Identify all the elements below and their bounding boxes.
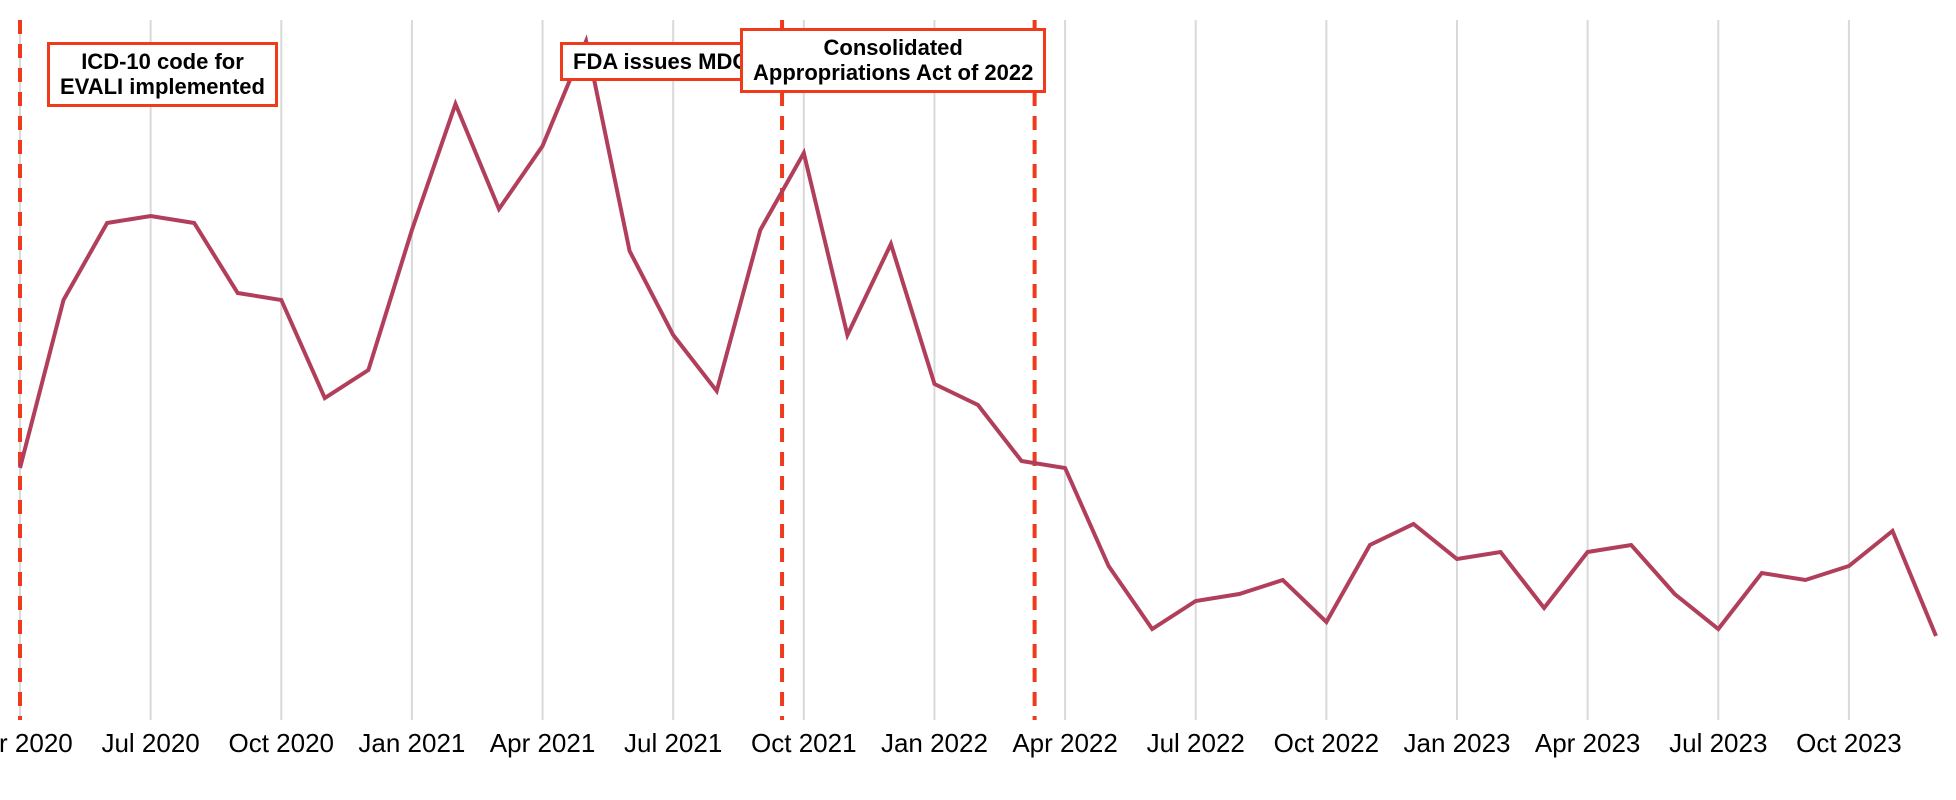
x-tick-label: Apr 2021	[490, 728, 596, 758]
chart-svg: Apr 2020 Jul 2020 Oct 2020 Jan 2021 Apr 2021…	[0, 0, 1956, 800]
x-tick-label: Jul 2022	[1147, 728, 1245, 758]
x-tick-label: Apr 2023	[1535, 728, 1641, 758]
x-tick-label: Apr 2020	[0, 728, 73, 758]
x-tick-label: Oct 2022	[1274, 728, 1380, 758]
gridlines	[20, 20, 1849, 720]
x-tick-label: Jan 2021	[358, 728, 465, 758]
annotation-line: ICD-10 code for	[81, 49, 244, 74]
line-chart: Apr 2020 Jul 2020 Oct 2020 Jan 2021 Apr 2021…	[0, 0, 1956, 800]
annotation-line: Consolidated	[824, 35, 963, 60]
annotation-line: EVALI implemented	[60, 74, 265, 99]
x-tick-label: Jan 2022	[881, 728, 988, 758]
x-tick-label: Oct 2021	[751, 728, 857, 758]
event-annotation: ICD-10 code forEVALI implemented	[47, 42, 278, 107]
x-tick-label: Jul 2021	[624, 728, 722, 758]
series-line-group	[20, 41, 1936, 636]
x-tick-label: Oct 2020	[229, 728, 335, 758]
x-tick-label: Jan 2023	[1404, 728, 1511, 758]
x-tick-label: Jul 2023	[1669, 728, 1767, 758]
event-lines	[20, 20, 1035, 720]
x-tick-label: Oct 2023	[1796, 728, 1902, 758]
x-axis-labels: Apr 2020 Jul 2020 Oct 2020 Jan 2021 Apr 2021…	[0, 728, 1902, 758]
x-tick-label: Apr 2022	[1012, 728, 1118, 758]
series-line	[20, 41, 1936, 636]
annotation-line: Appropriations Act of 2022	[753, 60, 1033, 85]
x-tick-label: Jul 2020	[101, 728, 199, 758]
annotation-line: FDA issues MDOs	[573, 49, 762, 74]
event-annotation: ConsolidatedAppropriations Act of 2022	[740, 28, 1046, 93]
